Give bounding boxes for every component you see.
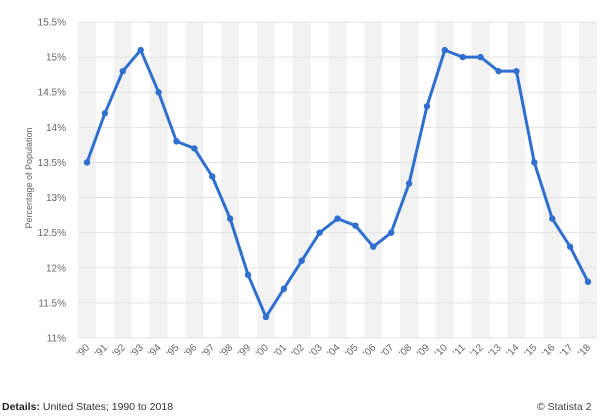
x-tick-label: '03 (308, 342, 325, 359)
column-band (221, 22, 240, 338)
x-tick-label: '01 (272, 342, 289, 359)
x-tick-label: '97 (200, 342, 217, 359)
data-point[interactable] (459, 53, 466, 61)
data-point[interactable] (101, 110, 109, 117)
y-tick-label: 15.5% (38, 18, 66, 29)
data-point[interactable] (352, 222, 359, 229)
x-tick-label: '99 (236, 342, 253, 359)
y-tick-label: 14.5% (38, 88, 66, 99)
x-tick-label: '13 (487, 342, 504, 359)
x-tick-label: '90 (75, 342, 92, 359)
y-axis-label: Percentage of Population (24, 127, 34, 228)
data-point[interactable] (423, 103, 431, 110)
y-tick-label: 12.5% (38, 228, 66, 239)
x-tick-label: '07 (379, 342, 396, 359)
x-tick-label: '91 (93, 342, 110, 359)
data-point[interactable] (173, 138, 180, 145)
data-point[interactable] (387, 229, 395, 236)
data-point[interactable] (334, 215, 341, 222)
data-point[interactable] (531, 159, 538, 166)
x-tick-label: '95 (165, 342, 182, 359)
x-tick-label: '96 (182, 342, 199, 359)
data-point[interactable] (244, 271, 252, 278)
column-band (328, 22, 347, 338)
details-text: United States; 1990 to 2018 (42, 401, 174, 413)
x-tick-label: '93 (129, 342, 146, 359)
x-tick-label: '12 (469, 342, 486, 359)
data-point[interactable] (119, 67, 126, 75)
data-point[interactable] (513, 67, 520, 75)
column-band (113, 22, 132, 338)
data-point[interactable] (566, 243, 574, 250)
line-chart: 11% 11.5% 12% 12.5% 13% 13.5% 14% 14.5% 15% 15.5%… (24, 18, 597, 359)
y-tick-label: 13% (46, 193, 66, 204)
data-point[interactable] (370, 243, 377, 250)
x-tick-label: '08 (397, 342, 414, 359)
y-tick-label: 11.5% (38, 298, 66, 309)
x-tick-label: '00 (254, 342, 271, 359)
x-tick-label: '14 (505, 342, 522, 359)
data-point[interactable] (549, 215, 556, 222)
x-tick-label: '92 (111, 342, 128, 359)
x-tick-label: '02 (290, 342, 307, 359)
x-tick-label: '06 (361, 342, 378, 359)
column-band (471, 22, 490, 338)
details-label: Details: (2, 401, 40, 413)
data-point[interactable] (262, 313, 270, 321)
y-tick-label: 15% (46, 53, 66, 64)
x-tick-label: '10 (433, 342, 450, 359)
column-band (78, 22, 96, 338)
data-point[interactable] (280, 285, 288, 293)
column-band (579, 22, 597, 338)
x-tick-label: '09 (415, 342, 432, 359)
details-line: Details: United States; 1990 to 2018 (2, 401, 173, 413)
x-tick-label: '15 (522, 342, 539, 359)
data-point[interactable] (316, 229, 323, 236)
x-tick-label: '17 (558, 342, 575, 359)
y-tick-label: 13.5% (38, 158, 66, 169)
x-tick-label: '94 (147, 342, 164, 359)
footer: Details: United States; 1990 to 2018 © S… (0, 399, 600, 417)
y-tick-label: 12% (46, 263, 66, 274)
data-point[interactable] (298, 257, 305, 264)
data-point[interactable] (155, 89, 162, 96)
data-point[interactable] (441, 46, 449, 54)
gridlines (78, 21, 596, 339)
data-point[interactable] (405, 180, 413, 187)
column-band (185, 22, 204, 338)
data-point[interactable] (83, 159, 91, 166)
x-tick-label: '05 (344, 342, 361, 359)
x-tick-label: '18 (576, 342, 593, 359)
column-band (149, 22, 168, 338)
column-band (543, 22, 562, 338)
x-tick-label: '04 (326, 342, 343, 359)
x-axis-tick-labels: '90'91'92'93'94'95'96'97'98'99'00'01'02 '… (75, 342, 593, 359)
statista-credit[interactable]: © Statista 2 (537, 401, 592, 413)
y-tick-label: 11% (47, 334, 66, 345)
data-point[interactable] (495, 67, 502, 75)
x-tick-label: '11 (451, 342, 468, 359)
data-point[interactable] (137, 46, 144, 54)
column-bands (78, 22, 597, 338)
column-band (292, 22, 311, 338)
data-point[interactable] (191, 145, 198, 152)
data-point[interactable] (226, 215, 234, 222)
column-band (435, 22, 454, 338)
data-point[interactable] (209, 173, 216, 180)
data-points (83, 46, 592, 321)
y-tick-label: 14% (46, 123, 66, 134)
data-point[interactable] (477, 53, 484, 61)
x-tick-label: '98 (218, 342, 235, 359)
y-axis-tick-labels: 11% 11.5% 12% 12.5% 13% 13.5% 14% 14.5% 15% 15.5% (38, 18, 66, 345)
data-point[interactable] (584, 278, 592, 286)
column-band (364, 22, 383, 338)
column-band (256, 22, 275, 338)
x-tick-label: '16 (540, 342, 557, 359)
